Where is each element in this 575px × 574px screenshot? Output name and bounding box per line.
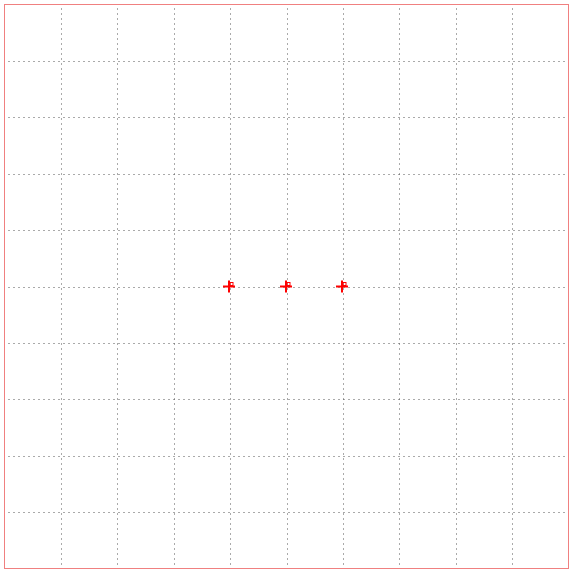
crosshair-marker-icon[interactable] xyxy=(336,280,348,293)
markers-layer xyxy=(223,280,348,293)
canvas-border xyxy=(4,4,569,569)
crosshair-marker-icon[interactable] xyxy=(280,280,292,293)
crosshair-marker-icon[interactable] xyxy=(223,280,235,293)
